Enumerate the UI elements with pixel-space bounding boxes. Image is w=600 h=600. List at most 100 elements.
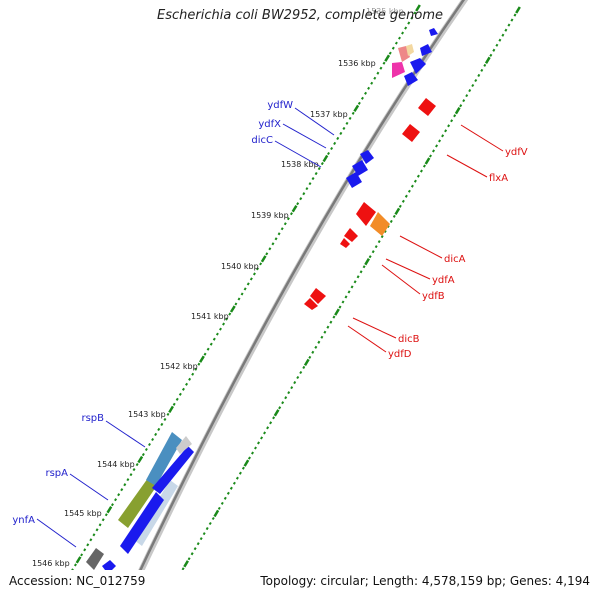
gene-label-dicA[interactable]: dicA <box>444 254 466 265</box>
gene-label-dicB[interactable]: dicB <box>398 334 420 345</box>
minor-tick <box>341 300 345 304</box>
minor-tick <box>284 396 288 400</box>
minor-tick <box>317 166 321 171</box>
minor-tick <box>314 345 318 349</box>
minor-tick <box>157 427 161 432</box>
minor-tick <box>401 199 405 203</box>
minor-tick <box>492 48 496 52</box>
gene-feature[interactable] <box>344 228 358 242</box>
major-tick <box>213 509 220 518</box>
gene-label-ydfX[interactable]: ydfX <box>258 119 281 130</box>
gene-feature[interactable] <box>134 480 178 546</box>
minor-tick <box>254 446 257 450</box>
major-tick <box>303 358 310 367</box>
minor-tick <box>229 486 233 490</box>
gene-label-rspB[interactable]: rspB <box>81 413 104 424</box>
minor-tick <box>80 553 84 557</box>
minor-tick <box>367 86 371 90</box>
minor-tick <box>110 503 114 507</box>
minor-tick <box>286 217 290 221</box>
minor-tick <box>205 527 209 531</box>
minor-tick <box>289 212 293 216</box>
minor-tick <box>181 387 185 391</box>
minor-tick <box>101 518 105 522</box>
gene-feature[interactable] <box>410 58 426 74</box>
minor-tick <box>208 521 212 526</box>
gene-feature[interactable] <box>152 446 194 494</box>
minor-tick <box>410 16 414 20</box>
minor-tick <box>178 392 182 396</box>
gene-feature[interactable] <box>310 288 326 304</box>
gene-feature[interactable] <box>370 212 390 236</box>
minor-tick <box>252 272 256 276</box>
minor-tick <box>377 240 381 244</box>
gene-label-dicC[interactable]: dicC <box>251 135 273 146</box>
gene-feature[interactable] <box>429 28 438 36</box>
gene-feature[interactable] <box>304 298 318 310</box>
gene-feature[interactable] <box>176 436 192 454</box>
minor-tick <box>299 197 303 201</box>
minor-tick <box>219 327 222 331</box>
minor-tick <box>507 23 511 27</box>
genome-summary-text: Topology: circular; Length: 4,578,159 bp… <box>260 574 590 588</box>
major-tick <box>334 308 340 316</box>
gene-feature[interactable] <box>146 432 182 486</box>
minor-tick <box>459 104 463 108</box>
minor-tick <box>217 506 221 510</box>
gene-feature[interactable] <box>418 98 436 116</box>
gene-label-ynfA[interactable]: ynfA <box>12 515 35 526</box>
minor-tick <box>333 141 337 146</box>
major-tick <box>322 154 329 163</box>
gene-feature[interactable] <box>346 172 362 188</box>
gene-label-flxA[interactable]: flxA <box>489 173 508 184</box>
ruler-label: 1540 kbp <box>221 262 259 271</box>
minor-tick <box>435 144 439 148</box>
minor-tick <box>271 242 275 246</box>
gene-label-ydfD[interactable]: ydfD <box>388 349 412 360</box>
minor-tick <box>104 513 108 517</box>
minor-tick <box>453 114 457 118</box>
gene-feature[interactable] <box>360 150 374 164</box>
ruler-label: 1539 kbp <box>251 211 289 220</box>
minor-tick <box>196 542 200 546</box>
minor-tick <box>274 237 278 241</box>
minor-tick <box>232 481 236 485</box>
gene-feature[interactable] <box>402 124 420 142</box>
minor-tick <box>95 528 99 532</box>
minor-tick <box>129 473 133 477</box>
minor-tick <box>202 532 206 536</box>
gene-feature[interactable] <box>86 548 104 570</box>
gene-label-rspA[interactable]: rspA <box>45 468 68 479</box>
gene-feature[interactable] <box>392 62 405 78</box>
major-tick <box>484 56 491 64</box>
minor-tick <box>357 101 361 105</box>
gene-label-ydfW[interactable]: ydfW <box>267 100 293 111</box>
gene-feature[interactable] <box>356 202 376 226</box>
gene-label-ydfA[interactable]: ydfA <box>432 275 455 286</box>
minor-tick <box>220 501 224 505</box>
minor-tick <box>257 441 260 445</box>
label-leader-line <box>294 107 335 136</box>
minor-tick <box>187 557 191 561</box>
minor-tick <box>344 295 348 299</box>
major-tick <box>229 305 236 313</box>
label-leader-line <box>352 317 397 339</box>
gene-feature[interactable] <box>118 478 158 528</box>
minor-tick <box>235 476 239 480</box>
minor-tick <box>389 219 393 223</box>
gene-label-ydfV[interactable]: ydfV <box>505 147 528 158</box>
gene-feature[interactable] <box>120 492 164 554</box>
gene-feature[interactable] <box>406 44 414 56</box>
minor-tick <box>237 297 241 301</box>
gene-feature[interactable] <box>404 72 418 86</box>
gene-feature[interactable] <box>420 44 432 56</box>
major-tick <box>106 506 113 514</box>
gene-feature[interactable] <box>340 238 350 248</box>
gene-label-ydfB[interactable]: ydfB <box>422 291 445 302</box>
minor-tick <box>311 177 315 181</box>
minor-tick <box>356 275 360 279</box>
ruler-label: 1535 kbp <box>366 7 404 16</box>
minor-tick <box>181 567 185 571</box>
minor-tick <box>374 245 378 249</box>
minor-tick <box>471 83 475 88</box>
